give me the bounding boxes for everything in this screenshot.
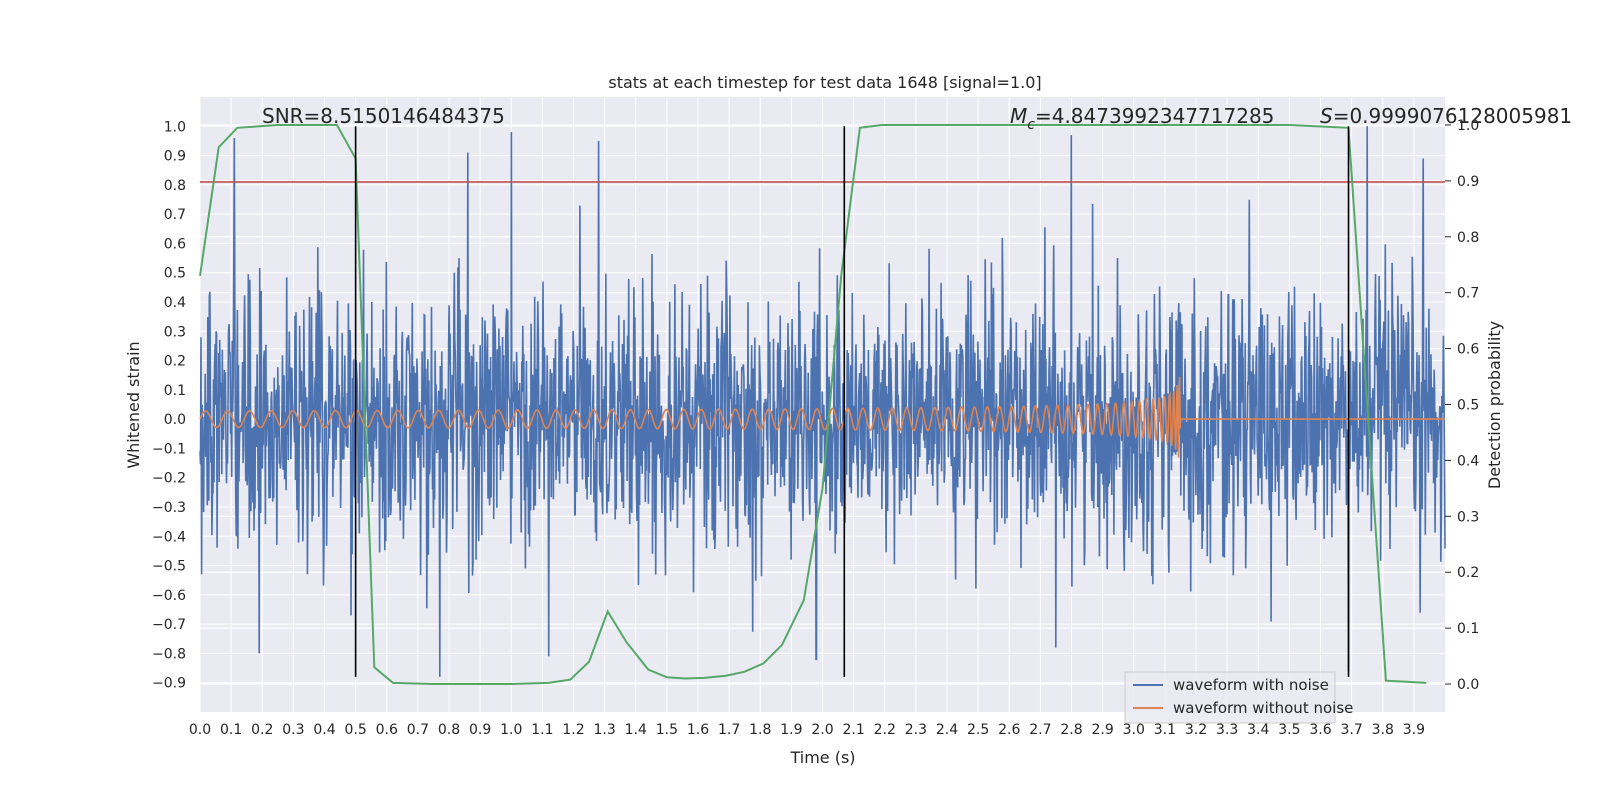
detection-score-symbol: S — [1320, 104, 1333, 128]
detection-score-annotation: S=0.9999076128005981 — [1320, 104, 1572, 128]
x-tick-label: 0.2 — [251, 722, 273, 738]
y2-tick-label: 0.6 — [1457, 342, 1479, 358]
x-tick-label: 3.6 — [1309, 722, 1331, 738]
x-tick-label: 2.7 — [1029, 722, 1051, 738]
x-tick-label: 1.8 — [749, 722, 771, 738]
series-detection-probability — [199, 124, 1427, 685]
y2-tick-label: 0.5 — [1457, 398, 1479, 414]
y-axis-label: Whitened strain — [124, 341, 143, 468]
x-tick-label: 3.5 — [1278, 722, 1300, 738]
x-tick-label: 2.5 — [967, 722, 989, 738]
x-tick-label: 0.9 — [469, 722, 491, 738]
y2-tick-label: 0.4 — [1457, 453, 1479, 469]
y-tick-label: −0.4 — [152, 529, 186, 545]
x-tick-label: 2.9 — [1091, 722, 1113, 738]
legend-label-clean: waveform without noise — [1173, 699, 1353, 717]
x-tick-label: 2.2 — [874, 722, 896, 738]
legend: waveform with noise waveform without noi… — [1124, 671, 1353, 724]
series-waveform-with-noise — [199, 126, 1446, 677]
y-tick-label: −0.3 — [152, 500, 186, 516]
x-tick-label: 0.1 — [220, 722, 242, 738]
x-tick-label: 3.9 — [1403, 722, 1425, 738]
x-tick-label: 2.8 — [1060, 722, 1082, 738]
x-tick-label: 3.8 — [1372, 722, 1394, 738]
x-tick-label: 1.9 — [780, 722, 802, 738]
chirp-mass-symbol: M — [1010, 104, 1027, 128]
y2-tick-label: 0.9 — [1457, 174, 1479, 190]
x-tick-label: 3.3 — [1216, 722, 1238, 738]
x-axis-label: Time (s) — [789, 748, 855, 767]
x-tick-label: 2.6 — [998, 722, 1020, 738]
x-tick-label: 0.7 — [407, 722, 429, 738]
x-tick-label: 1.0 — [500, 722, 522, 738]
y-tick-label: −0.5 — [152, 559, 186, 575]
y-tick-label: 0.4 — [164, 295, 186, 311]
detection-score-value: =0.9999076128005981 — [1333, 104, 1572, 128]
x-tick-label: 2.1 — [842, 722, 864, 738]
x-tick-label: 0.4 — [313, 722, 335, 738]
series-waveform-without-noise — [199, 376, 1445, 458]
y-tick-label: 0.0 — [164, 412, 186, 428]
chirp-mass-subscript: c — [1027, 117, 1035, 133]
legend-box — [1124, 671, 1336, 724]
x-tick-label: 3.1 — [1154, 722, 1176, 738]
y-tick-label: 1.0 — [164, 119, 186, 135]
y2-tick-label: 0.3 — [1457, 509, 1479, 525]
probability-line — [199, 124, 1427, 685]
y-tick-label: 0.3 — [164, 324, 186, 340]
x-tick-label: 2.3 — [905, 722, 927, 738]
y2-tick-label: 0.2 — [1457, 565, 1479, 581]
x-tick-label: 1.1 — [531, 722, 553, 738]
y2-tick-labels: 0.0 0.1 0.2 0.3 0.4 0.5 0.6 0.7 0.8 0.9 1.0 — [1445, 118, 1479, 693]
y2-axis-label: Detection probability — [1485, 321, 1504, 489]
x-tick-label: 1.3 — [593, 722, 615, 738]
y2-tick-label: 0.7 — [1457, 286, 1479, 302]
marker-lines — [354, 126, 1350, 677]
y-tick-label: −0.9 — [152, 676, 186, 692]
x-tick-label: 1.2 — [562, 722, 584, 738]
y-tick-label: 0.1 — [164, 383, 186, 399]
chart-title: stats at each timestep for test data 164… — [608, 73, 1041, 92]
y2-tick-label: 0.0 — [1457, 677, 1479, 693]
y2-tick-label: 0.8 — [1457, 230, 1479, 246]
x-tick-label: 0.8 — [438, 722, 460, 738]
y2-tick-label: 1.0 — [1457, 118, 1479, 134]
x-tick-label: 1.4 — [625, 722, 647, 738]
y-tick-label: −0.8 — [152, 646, 186, 662]
x-tick-label: 2.4 — [936, 722, 958, 738]
x-tick-label: 1.7 — [718, 722, 740, 738]
y2-tick-label: 0.1 — [1457, 621, 1479, 637]
y-tick-label: −0.7 — [152, 617, 186, 633]
x-tick-label: 3.0 — [1123, 722, 1145, 738]
x-tick-label: 0.5 — [344, 722, 366, 738]
y-tick-label: 0.5 — [164, 266, 186, 282]
x-tick-labels: 0.0 0.1 0.2 0.3 0.4 0.5 0.6 0.7 0.8 0.9 1.0 1.1 1.2 1… — [189, 722, 1425, 738]
y-tick-label: 0.2 — [164, 354, 186, 370]
x-tick-label: 3.4 — [1247, 722, 1269, 738]
x-tick-label: 1.6 — [687, 722, 709, 738]
legend-label-noise: waveform with noise — [1173, 676, 1329, 694]
x-tick-label: 0.3 — [282, 722, 304, 738]
y-tick-label: 0.7 — [164, 207, 186, 223]
x-tick-label: 1.5 — [656, 722, 678, 738]
y-tick-label: 0.8 — [164, 178, 186, 194]
x-tick-label: 0.0 — [189, 722, 211, 738]
y-tick-labels: −0.9 −0.8 −0.7 −0.6 −0.5 −0.4 −0.3 −0.2 −0.1 0.0 0… — [152, 119, 186, 691]
chirp-mass-value: =4.8473992347717285 — [1035, 104, 1274, 128]
y-tick-label: 0.6 — [164, 236, 186, 252]
y-tick-label: −0.2 — [152, 471, 186, 487]
x-tick-label: 2.0 — [811, 722, 833, 738]
noise-waveform-line — [199, 126, 1446, 677]
snr-annotation: SNR=8.5150146484375 — [262, 104, 505, 128]
x-tick-label: 3.7 — [1340, 722, 1362, 738]
y-tick-label: 0.9 — [164, 149, 186, 165]
x-tick-label: 3.2 — [1185, 722, 1207, 738]
y-tick-label: −0.6 — [152, 588, 186, 604]
clean-waveform-line — [199, 376, 1445, 458]
x-tick-label: 0.6 — [376, 722, 398, 738]
y-tick-label: −0.1 — [152, 441, 186, 457]
chirp-mass-annotation: Mc=4.8473992347717285 — [1010, 104, 1274, 133]
